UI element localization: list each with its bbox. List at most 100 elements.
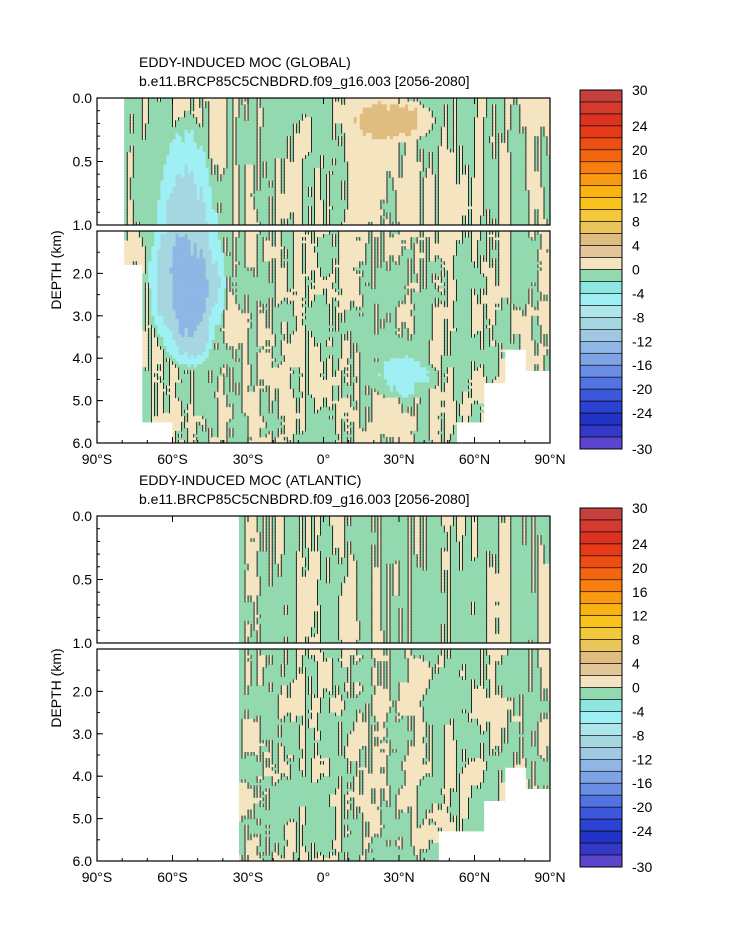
field-cell [450, 151, 454, 156]
field-cell [254, 212, 258, 217]
field-cell [139, 190, 143, 194]
field-cell [447, 151, 451, 156]
field-cell [251, 171, 255, 175]
field-cell [175, 177, 180, 182]
field-cell [338, 209, 343, 213]
field-cell [332, 190, 337, 194]
field-cell [229, 117, 234, 121]
field-cell [287, 117, 291, 121]
field-cell [302, 174, 306, 178]
field-cell [148, 167, 152, 172]
field-cell [483, 221, 488, 225]
field-cell [296, 209, 300, 213]
field-cell [483, 193, 488, 198]
field-cell [389, 196, 394, 201]
field-cell [290, 139, 294, 144]
field-cell [374, 215, 379, 220]
field-cell [353, 142, 358, 147]
field-cell [124, 186, 128, 191]
field-cell [359, 123, 364, 128]
field-cell [435, 167, 439, 172]
field-cell [260, 145, 264, 150]
field-cell [386, 171, 391, 175]
field-cell [232, 196, 237, 201]
field-cell [248, 221, 252, 225]
field-cell [350, 221, 355, 225]
field-cell [492, 132, 497, 137]
field-cell [181, 171, 186, 175]
field-cell [299, 174, 303, 178]
field-cell [353, 218, 358, 223]
field-cell [335, 180, 340, 185]
field-cell [383, 145, 388, 150]
field-cell [284, 167, 288, 172]
field-cell [492, 129, 497, 134]
field-cell [371, 186, 376, 191]
field-cell [386, 177, 391, 182]
field-cell [402, 148, 406, 153]
field-cell [199, 123, 204, 128]
field-cell [181, 174, 186, 178]
field-cell [202, 145, 207, 150]
field-cell [365, 202, 370, 207]
field-cell [314, 186, 319, 191]
field-cell [190, 136, 195, 140]
field-cell [435, 107, 439, 112]
field-cell [254, 151, 258, 156]
field-cell [377, 212, 382, 217]
field-cell [389, 171, 394, 175]
field-cell [305, 113, 309, 118]
field-cell [498, 110, 503, 115]
field-cell [317, 167, 322, 172]
field-cell [332, 177, 337, 182]
field-cell [405, 101, 409, 105]
field-cell [417, 190, 421, 194]
field-cell [414, 136, 418, 140]
field-cell [474, 199, 479, 204]
field-cell [214, 148, 219, 153]
field-cell [377, 205, 382, 210]
field-cell [420, 177, 424, 182]
field-cell [281, 205, 285, 210]
field-cell [332, 193, 337, 198]
field-cell [308, 221, 313, 225]
field-cell [232, 107, 237, 112]
field-cell [444, 120, 448, 124]
field-cell [214, 136, 219, 140]
field-cell [133, 212, 137, 217]
field-cell [190, 145, 195, 150]
field-cell [223, 161, 228, 166]
field-cell [151, 199, 155, 204]
field-cell [263, 212, 267, 217]
field-cell [344, 120, 349, 124]
field-cell [417, 177, 421, 182]
field-cell [124, 196, 128, 201]
field-cell [151, 101, 155, 105]
field-cell [290, 164, 294, 169]
field-cell [199, 155, 204, 159]
field-cell [311, 129, 316, 134]
field-cell [474, 161, 479, 166]
field-cell [462, 221, 467, 225]
field-cell [257, 205, 261, 210]
field-cell [211, 199, 216, 204]
field-cell [263, 171, 267, 175]
field-cell [474, 212, 479, 217]
field-cell [302, 148, 306, 153]
field-cell [284, 117, 288, 121]
field-cell [136, 101, 140, 105]
field-cell [371, 151, 376, 156]
field-cell [480, 123, 485, 128]
field-cell [232, 202, 237, 207]
field-cell [142, 101, 146, 105]
field-cell [471, 136, 476, 140]
field-cell [235, 177, 240, 182]
field-cell [389, 139, 394, 144]
field-cell [226, 98, 231, 102]
field-cell [311, 161, 316, 166]
field-cell [229, 142, 234, 147]
field-cell [293, 174, 297, 178]
field-cell [408, 218, 412, 223]
field-cell [456, 110, 460, 115]
field-cell [335, 164, 340, 169]
